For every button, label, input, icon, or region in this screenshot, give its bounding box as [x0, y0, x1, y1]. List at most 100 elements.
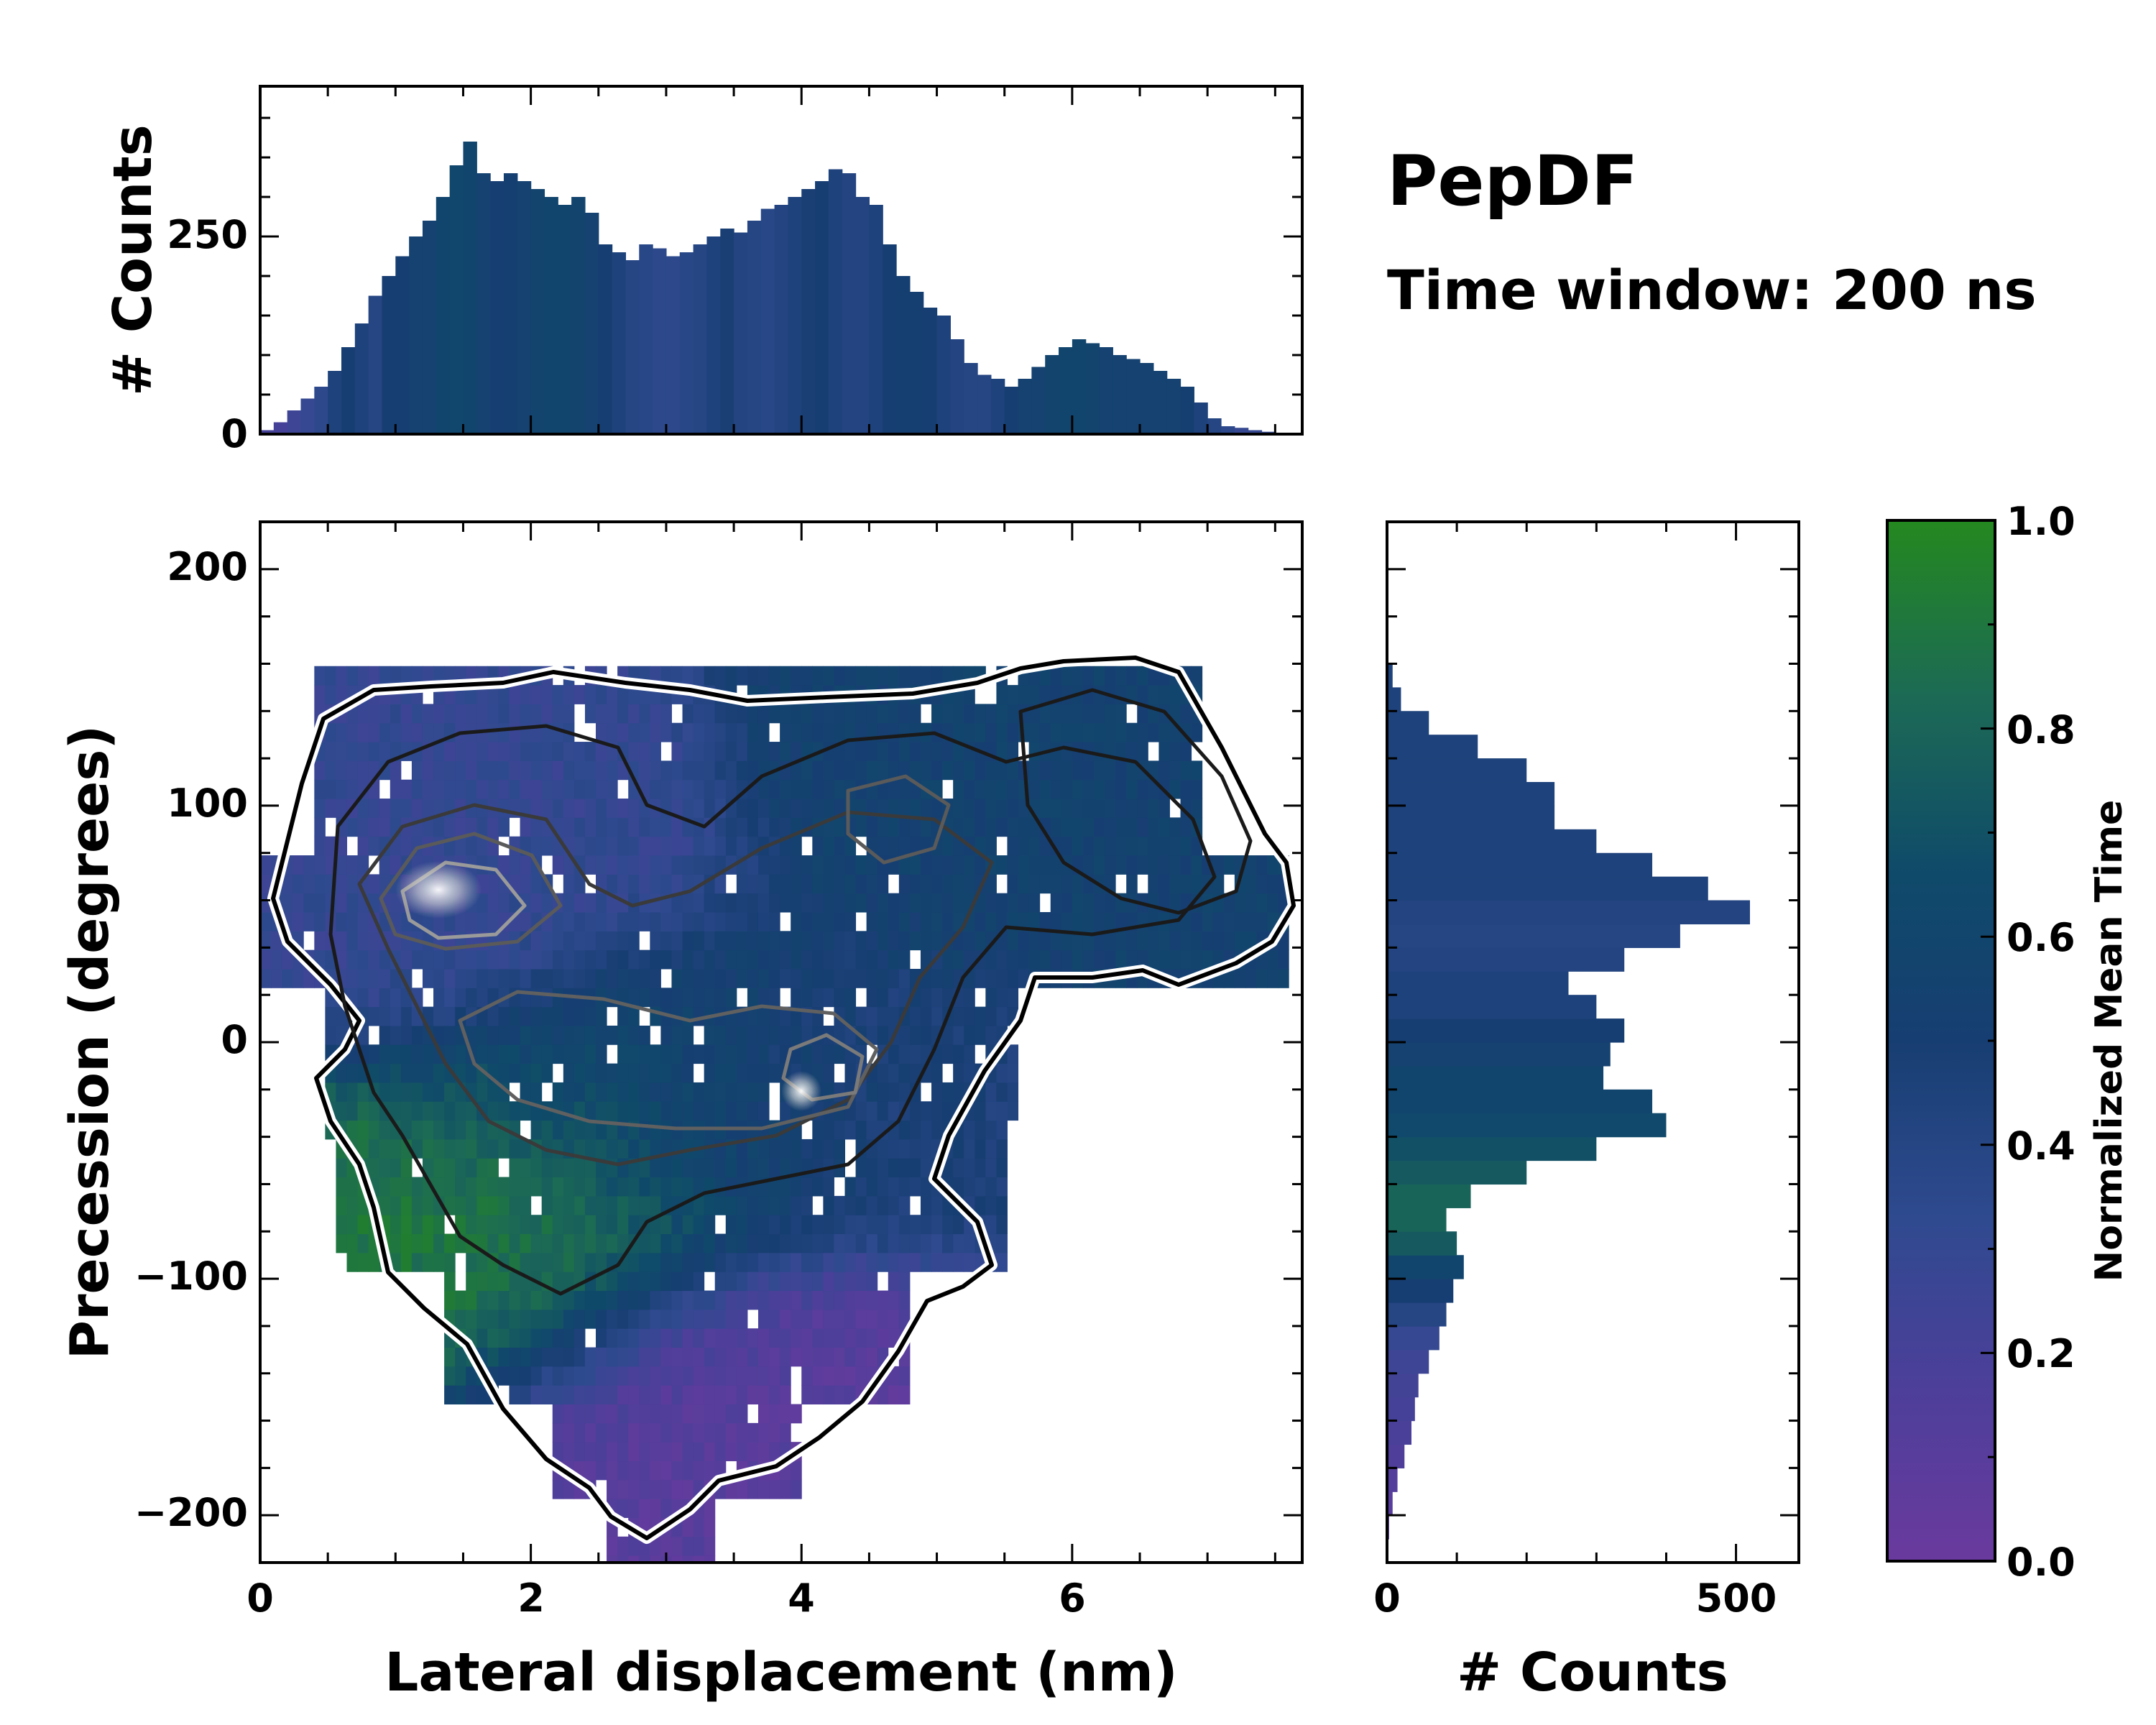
heatmap-cell: [975, 1158, 986, 1178]
heatmap-cell: [757, 1442, 770, 1461]
heatmap-cell: [898, 779, 911, 799]
heatmap-cell: [509, 1385, 521, 1405]
heatmap-cell: [541, 1158, 553, 1178]
heatmap-cell: [1007, 855, 1019, 875]
heatmap-cell: [628, 1328, 640, 1348]
heatmap-cell: [747, 1271, 759, 1292]
heatmap-cell: [552, 1120, 564, 1140]
heatmap-cell: [942, 855, 954, 875]
main-ytick-100: 100: [167, 781, 248, 826]
heatmap-cell: [942, 742, 954, 761]
heatmap-cell: [368, 874, 380, 894]
heatmap-cell: [411, 1120, 423, 1140]
right-histogram-bar: [1387, 1231, 1457, 1256]
heatmap-cell: [931, 874, 943, 894]
heatmap-cell: [801, 1309, 813, 1329]
heatmap-cell: [1050, 666, 1062, 686]
heatmap-cell: [780, 1233, 791, 1254]
heatmap-cell: [693, 968, 705, 988]
heatmap-cell: [682, 1271, 694, 1292]
heatmap-cell: [714, 949, 727, 970]
heatmap-cell: [964, 1252, 975, 1272]
heatmap-cell: [444, 1158, 456, 1178]
heatmap-cell: [563, 968, 575, 988]
heatmap-cell: [541, 988, 553, 1008]
heatmap-cell: [931, 1215, 943, 1235]
heatmap-cell: [747, 1158, 759, 1178]
heatmap-cell: [725, 1044, 737, 1064]
heatmap-cell: [964, 931, 975, 951]
heatmap-cell: [1148, 817, 1159, 837]
heatmap-cell: [801, 1252, 813, 1272]
heatmap-cell: [985, 912, 997, 932]
heatmap-cell: [487, 1195, 499, 1215]
heatmap-cell: [682, 1366, 694, 1386]
heatmap-cell: [714, 1271, 727, 1292]
heatmap-cell: [714, 1233, 727, 1254]
heatmap-cell: [693, 1177, 705, 1197]
heatmap-cell: [563, 949, 575, 970]
heatmap-cell: [336, 722, 348, 742]
heatmap-cell: [498, 1290, 510, 1310]
heatmap-cell: [628, 722, 640, 742]
heatmap-cell: [650, 836, 661, 856]
heatmap-cell: [985, 1158, 997, 1178]
heatmap-cell: [953, 1177, 964, 1197]
heatmap-cell: [682, 1555, 694, 1563]
heatmap-cell: [757, 704, 770, 724]
heatmap-cell: [639, 742, 650, 761]
heatmap-cell: [757, 1195, 770, 1215]
heatmap-cell: [584, 1082, 596, 1102]
heatmap-cell: [584, 1385, 596, 1405]
heatmap-cell: [498, 1195, 510, 1215]
heatmap-cell: [1234, 968, 1246, 988]
heatmap-cell: [563, 1328, 575, 1348]
heatmap-cell: [422, 1252, 434, 1272]
heatmap-cell: [336, 760, 348, 781]
heatmap-cell: [552, 1422, 564, 1443]
heatmap-cell: [877, 1158, 889, 1178]
heatmap-cell: [422, 1195, 434, 1215]
heatmap-cell: [563, 1233, 575, 1254]
heatmap-cell: [530, 685, 543, 704]
heatmap-cell: [617, 1499, 629, 1518]
heatmap-cell: [1094, 666, 1105, 686]
heatmap-cell: [314, 855, 326, 875]
heatmap-cell: [617, 1025, 629, 1045]
heatmap-cell: [336, 949, 348, 970]
heatmap-cell: [455, 1347, 466, 1367]
top-histogram-bar: [436, 197, 451, 434]
heatmap-cell: [769, 1252, 780, 1272]
heatmap-cell: [975, 968, 986, 988]
heatmap-cell: [596, 968, 607, 988]
heatmap-cell: [844, 874, 857, 894]
heatmap-cell: [346, 760, 359, 781]
heatmap-cell: [346, 817, 359, 837]
heatmap-cell: [596, 949, 607, 970]
heatmap-cell: [1180, 931, 1192, 951]
heatmap-cell: [325, 742, 336, 761]
heatmap-cell: [671, 760, 683, 781]
heatmap-cell: [757, 1366, 770, 1386]
heatmap-cell: [736, 1044, 748, 1064]
heatmap-cell: [985, 1025, 997, 1045]
heatmap-cell: [498, 779, 510, 799]
heatmap-cell: [898, 704, 911, 724]
heatmap-cell: [541, 1177, 553, 1197]
top-histogram-bar: [341, 347, 356, 434]
heatmap-cell: [379, 1063, 391, 1083]
heatmap-cell: [877, 874, 889, 894]
heatmap-cell: [931, 912, 943, 932]
heatmap-cell: [617, 1422, 629, 1443]
heatmap-cell: [650, 1233, 661, 1254]
heatmap-cell: [780, 1158, 791, 1178]
heatmap-cell: [791, 931, 802, 951]
heatmap-cell: [628, 874, 640, 894]
heatmap-cell: [1105, 855, 1116, 875]
heatmap-cell: [509, 1309, 521, 1329]
heatmap-cell: [433, 1138, 445, 1159]
heatmap-cell: [444, 704, 456, 724]
heatmap-cell: [888, 1290, 900, 1310]
heatmap-cell: [693, 722, 705, 742]
heatmap-cell: [898, 1385, 911, 1405]
